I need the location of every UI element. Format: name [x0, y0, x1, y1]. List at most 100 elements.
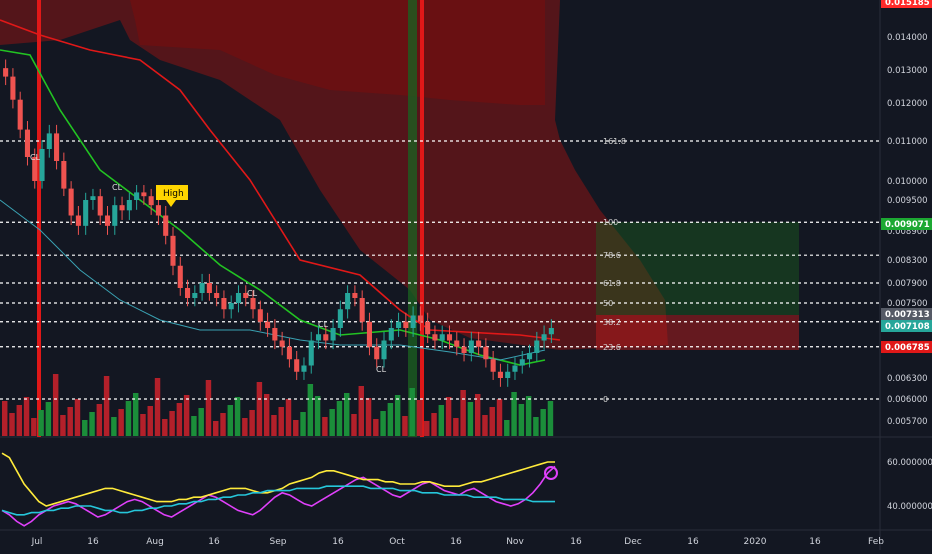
price-tick-label: 0.007500	[887, 299, 928, 309]
volume-bar	[169, 411, 175, 436]
vertical-marker	[37, 0, 41, 437]
candle-body	[90, 196, 96, 200]
oscillator-tick-label: 60.000000	[887, 458, 932, 468]
candle-body	[374, 346, 380, 360]
candle-body	[526, 353, 533, 360]
oscillator-end-marker	[544, 466, 558, 480]
candle-body	[359, 298, 365, 322]
volume-bar	[249, 410, 255, 436]
volume-bar	[45, 402, 52, 436]
oscillator-line	[1, 485, 555, 516]
volume-bar	[474, 394, 481, 436]
candle-body	[476, 340, 482, 347]
candle-body	[39, 149, 45, 181]
volume-bar	[431, 413, 437, 436]
price-label-box	[881, 341, 932, 353]
volume-bar	[74, 399, 81, 436]
cl-annotation: CL	[376, 365, 387, 374]
volume-bar	[373, 419, 379, 436]
candle-body	[279, 340, 285, 347]
volume-bar	[89, 412, 95, 436]
volume-bar	[278, 407, 284, 436]
candle-body	[206, 283, 212, 293]
vertical-marker-green	[408, 0, 417, 437]
target-box-green	[596, 222, 799, 315]
candle-body	[192, 293, 198, 298]
volume-bar	[343, 393, 350, 436]
time-tick-label: 16	[450, 537, 462, 547]
volume-bar	[103, 376, 110, 436]
candle-body	[126, 200, 132, 211]
candle-body	[3, 68, 9, 77]
volume-bar	[191, 416, 197, 436]
volume-bar	[358, 386, 364, 436]
candle-body	[163, 215, 169, 236]
volume-bar	[365, 398, 372, 436]
candle-body	[352, 293, 358, 298]
volume-bar	[132, 393, 139, 436]
candle-body	[104, 215, 111, 226]
volume-bar	[263, 394, 270, 436]
fib-label: 78.6	[603, 251, 621, 260]
volume-bar	[540, 409, 546, 436]
candle-body	[446, 334, 453, 341]
volume-bar	[205, 380, 212, 436]
fib-label: 161.8	[603, 137, 626, 146]
candle-body	[119, 205, 125, 211]
candle-body	[221, 298, 227, 310]
candle-body	[155, 205, 161, 216]
candle-body	[483, 346, 489, 360]
volume-bar	[380, 411, 386, 436]
price-tick-label: 0.008900	[887, 227, 928, 237]
candle-body	[141, 192, 147, 197]
volume-bar	[322, 417, 328, 436]
volume-bar	[52, 374, 59, 436]
time-tick-label: Aug	[146, 537, 164, 547]
volume-bar	[453, 418, 459, 436]
candle-body	[112, 205, 118, 226]
candle-body	[432, 334, 438, 341]
candle-body	[439, 334, 445, 341]
green-line	[0, 49, 546, 366]
candle-body	[505, 371, 511, 378]
candle-body	[337, 309, 343, 328]
candle-body	[381, 340, 387, 360]
candle-body	[490, 359, 496, 372]
fib-label: 23.6	[603, 343, 621, 352]
candle-body	[177, 265, 183, 288]
candle-body	[308, 340, 314, 366]
high-annotation-pointer	[166, 200, 176, 207]
candle-body	[519, 359, 525, 366]
candle-body	[17, 99, 23, 130]
volume-bar	[125, 401, 132, 436]
oscillator-line	[1, 452, 555, 507]
price-label-text: 0.009071	[885, 220, 930, 230]
candle-body	[265, 321, 271, 328]
candle-body	[388, 328, 394, 341]
volume-bar	[518, 404, 525, 436]
candle-body	[330, 328, 336, 341]
time-tick-label: 16	[570, 537, 582, 547]
time-tick-label: Sep	[270, 537, 287, 547]
cl-annotation: CL	[318, 320, 329, 329]
volume-bar	[227, 405, 234, 436]
cl-annotation: CL	[30, 153, 41, 162]
candle-body	[68, 188, 74, 216]
candle-body	[83, 200, 89, 226]
price-tick-label: 0.013000	[887, 66, 928, 76]
candle-body	[170, 235, 176, 266]
volume-bar	[2, 401, 8, 436]
volume-bar	[111, 417, 117, 436]
volume-bar	[416, 400, 423, 436]
price-label-box	[881, 308, 932, 320]
volume-bar	[271, 415, 277, 436]
ichimoku-cloud-red	[0, 0, 880, 350]
candle-body	[148, 196, 154, 206]
volume-bar	[438, 405, 445, 436]
volume-bar	[82, 420, 88, 436]
time-tick-label: Dec	[624, 537, 641, 547]
time-tick-label: 16	[809, 537, 821, 547]
volume-bar	[496, 399, 503, 436]
price-tick-label: 0.014000	[887, 33, 928, 43]
